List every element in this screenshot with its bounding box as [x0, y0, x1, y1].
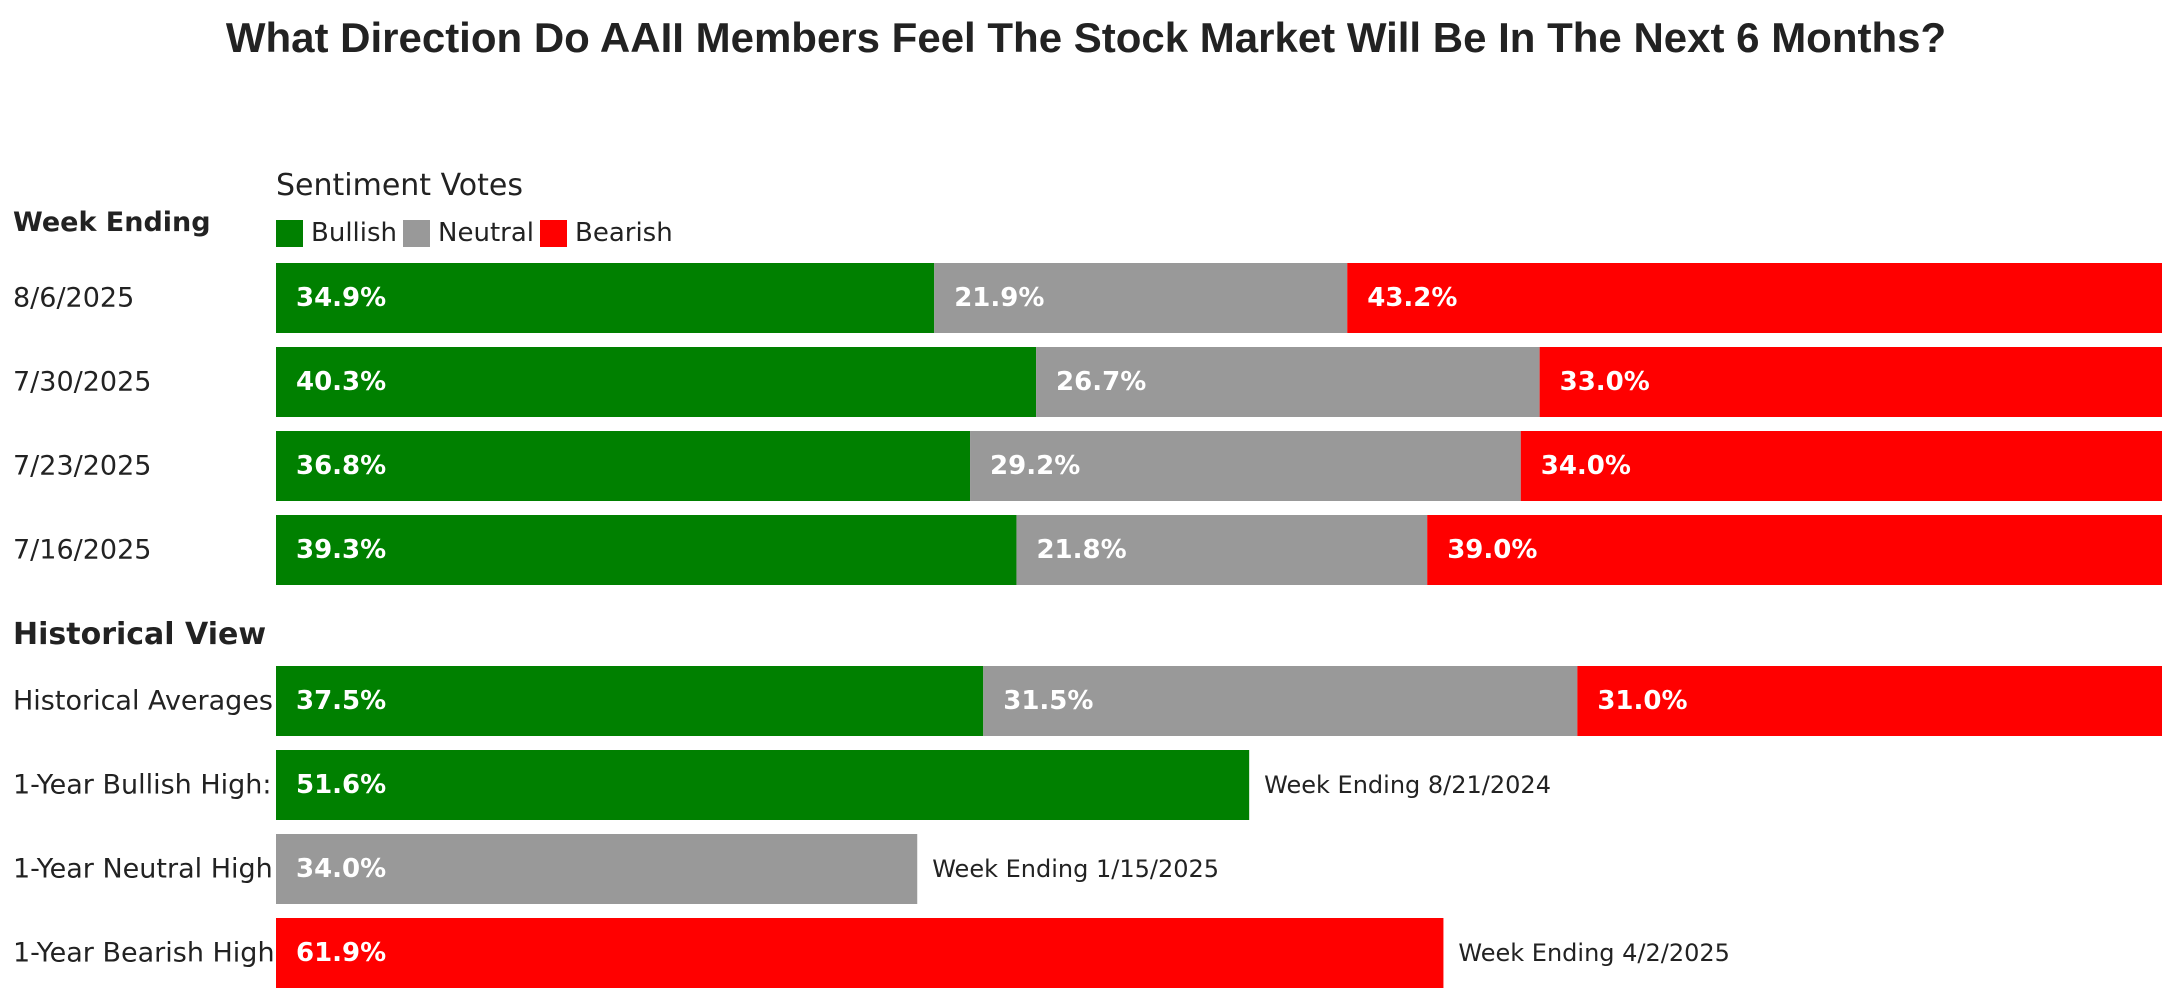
week-row-label-3: 7/16/2025: [13, 535, 151, 566]
legend-label-bullish: Bullish: [311, 218, 398, 248]
legend: Bullish Neutral Bearish: [276, 218, 679, 248]
high-bar-bullish: [276, 750, 1250, 820]
historical-average-value-neutral-0: 31.5%: [1003, 686, 1093, 716]
historical-average-label-0: Historical Averages: [13, 686, 273, 717]
week-ending-heading: Week Ending: [13, 207, 211, 238]
legend-swatch-neutral: [403, 219, 431, 247]
high-note-bearish: Week Ending 4/2/2025: [1458, 939, 1730, 967]
week-row-bar-bullish-2: [276, 431, 971, 501]
week-row-bar-bullish-3: [276, 515, 1017, 585]
week-row-bar-bearish-0: [1347, 263, 2162, 333]
high-value-neutral: 34.0%: [296, 854, 386, 884]
legend-label-bearish: Bearish: [574, 218, 673, 248]
historical-average-value-bullish-0: 37.5%: [296, 686, 386, 716]
historical-average-value-bearish-0: 31.0%: [1597, 686, 1687, 716]
week-row-value-bullish-0: 34.9%: [296, 283, 386, 313]
week-row-value-bullish-1: 40.3%: [296, 367, 386, 397]
week-row-value-bearish-0: 43.2%: [1367, 283, 1457, 313]
week-row-value-bearish-2: 34.0%: [1541, 451, 1631, 481]
week-row-value-neutral-0: 21.9%: [954, 283, 1044, 313]
chart-title: What Direction Do AAII Members Feel The …: [225, 14, 1947, 61]
week-row-value-bearish-1: 33.0%: [1560, 367, 1650, 397]
week-row-bar-neutral-3: [1016, 515, 1428, 585]
high-note-bullish: Week Ending 8/21/2024: [1264, 771, 1551, 799]
historical-average-bar-bullish-0: [276, 666, 984, 736]
week-row-bar-neutral-2: [970, 431, 1521, 501]
week-row-bar-bearish-1: [1539, 347, 2162, 417]
week-row-label-0: 8/6/2025: [13, 283, 134, 314]
chart-subtitle: Sentiment Votes: [276, 168, 524, 203]
high-note-neutral: Week Ending 1/15/2025: [932, 855, 1219, 883]
week-row-bar-neutral-1: [1036, 347, 1540, 417]
week-row-bar-neutral-0: [934, 263, 1348, 333]
legend-item-bearish: Bearish: [539, 218, 673, 248]
week-row-label-1: 7/30/2025: [13, 367, 151, 398]
legend-swatch-bullish: [276, 219, 303, 247]
high-value-bearish: 61.9%: [296, 938, 386, 968]
high-value-bullish: 51.6%: [296, 770, 386, 800]
week-row-value-neutral-2: 29.2%: [990, 451, 1080, 481]
week-row-value-bullish-2: 36.8%: [296, 451, 386, 481]
high-row-label-bearish: 1-Year Bearish High: [13, 938, 275, 969]
week-row-value-neutral-3: 21.8%: [1036, 535, 1126, 565]
week-row-bar-bullish-1: [276, 347, 1037, 417]
week-row-bar-bearish-3: [1427, 515, 2162, 585]
historical-average-bar-neutral-0: [983, 666, 1578, 736]
historical-view-heading: Historical View: [13, 617, 267, 652]
legend-swatch-bearish: [539, 219, 567, 247]
week-row-value-neutral-1: 26.7%: [1056, 367, 1146, 397]
legend-item-neutral: Neutral: [403, 218, 534, 248]
legend-label-neutral: Neutral: [438, 218, 534, 248]
week-row-value-bearish-3: 39.0%: [1447, 535, 1537, 565]
high-row-label-neutral: 1-Year Neutral High: [13, 854, 273, 885]
high-row-label-bullish: 1-Year Bullish High:: [13, 770, 272, 801]
week-row-bar-bearish-2: [1520, 431, 2162, 501]
high-bar-neutral: [276, 834, 918, 904]
week-row-bar-bullish-0: [276, 263, 935, 333]
legend-item-bullish: Bullish: [276, 218, 397, 248]
week-row-value-bullish-3: 39.3%: [296, 535, 386, 565]
historical-average-bar-bearish-0: [1577, 666, 2162, 736]
week-row-label-2: 7/23/2025: [13, 451, 151, 482]
high-bar-bearish: [276, 918, 1444, 988]
